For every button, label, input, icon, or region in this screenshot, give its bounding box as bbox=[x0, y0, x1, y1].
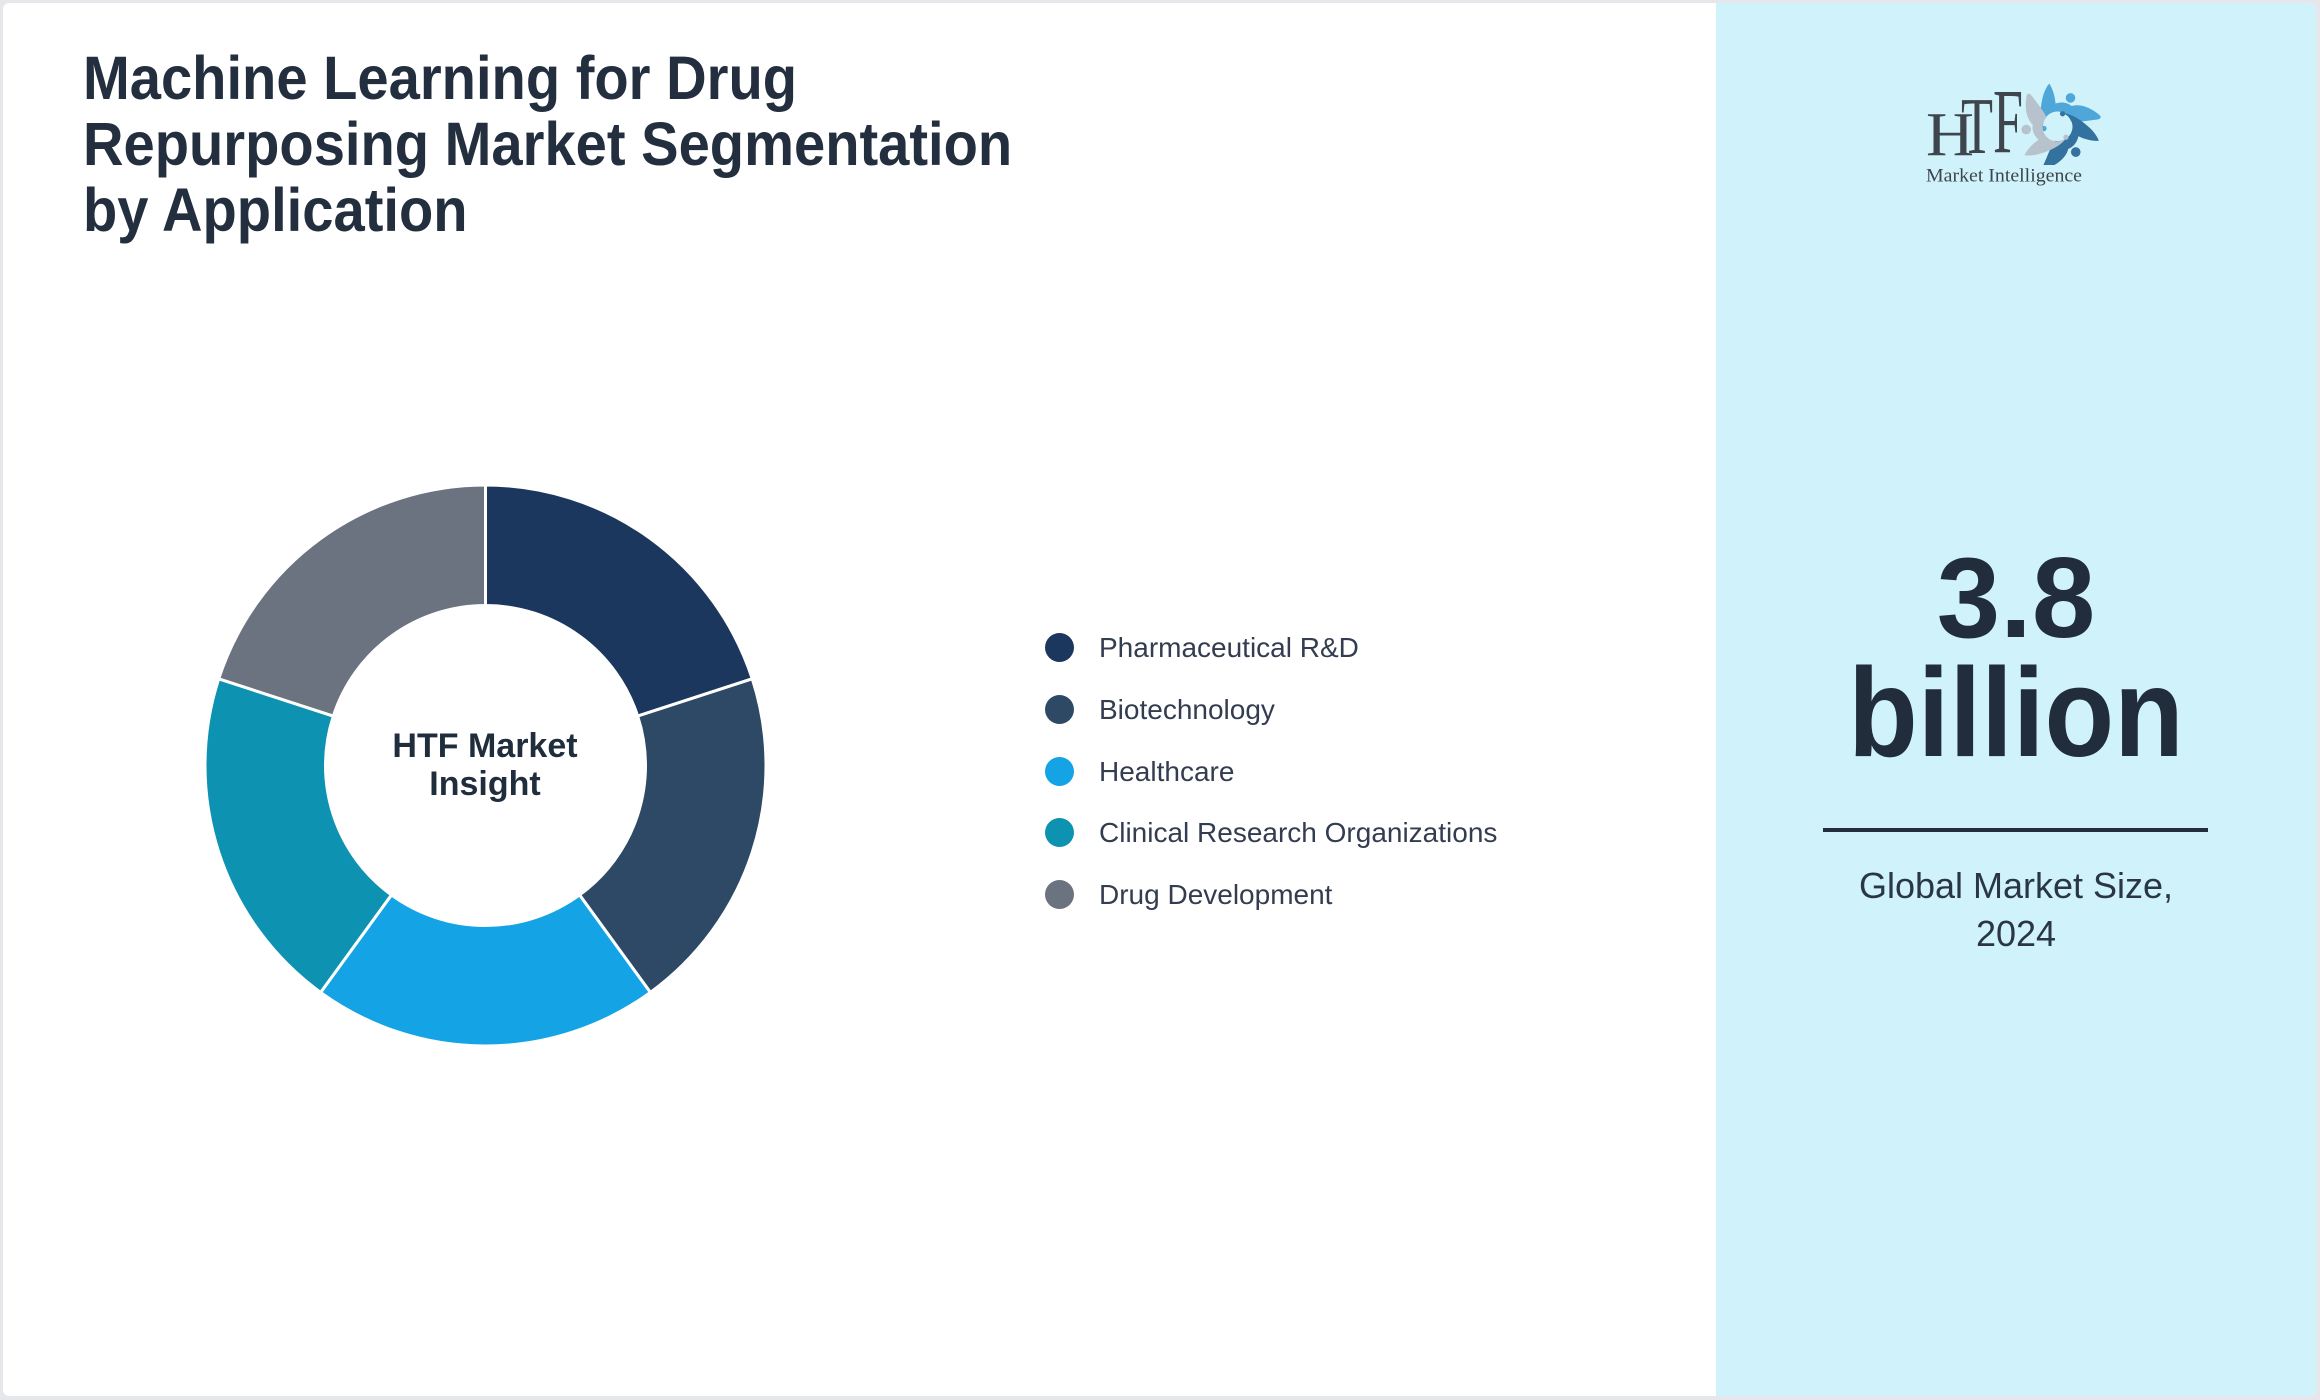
svg-text:F: F bbox=[1993, 71, 2023, 173]
svg-text:T: T bbox=[1961, 83, 1993, 171]
svg-text:Market Intelligence: Market Intelligence bbox=[1926, 166, 2082, 187]
svg-text:H: H bbox=[1926, 101, 1974, 169]
